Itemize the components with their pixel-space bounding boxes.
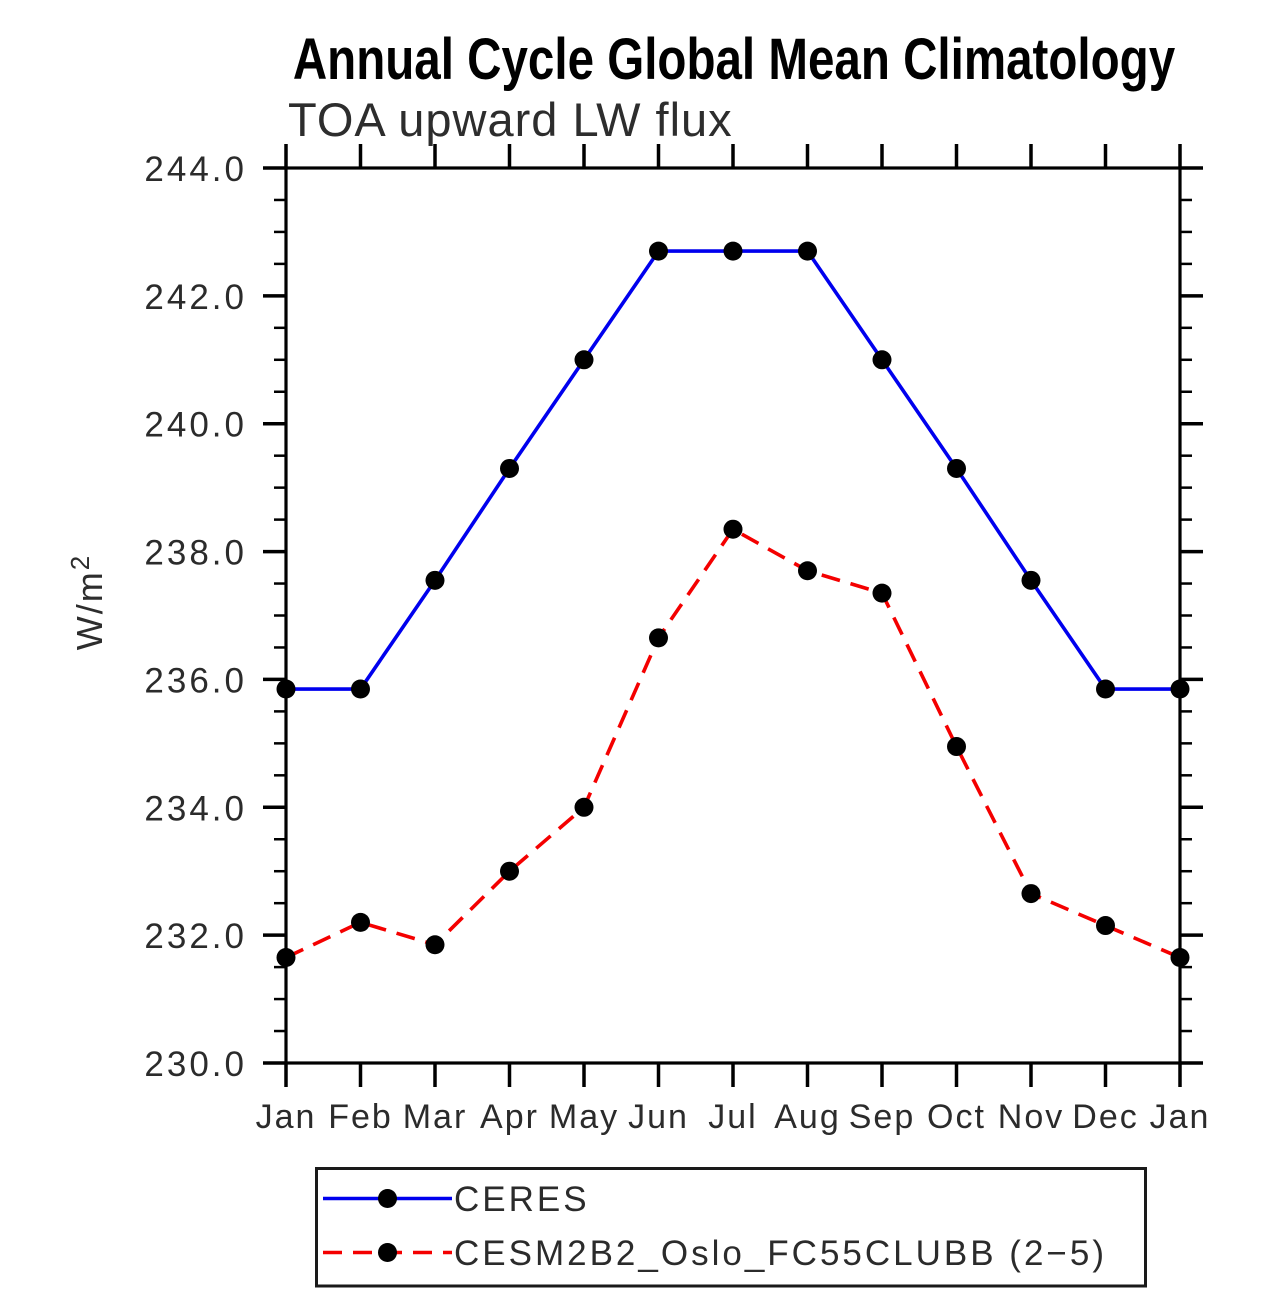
data-point-marker <box>425 570 445 590</box>
legend-label-ceres: CERES <box>454 1180 590 1219</box>
data-point-marker <box>500 458 519 478</box>
series-line-1 <box>285 526 1181 960</box>
x-tick-label: May <box>549 1098 619 1136</box>
data-point-marker <box>649 241 668 261</box>
x-tick-label: Sep <box>849 1098 916 1136</box>
x-tick-label: Mar <box>403 1098 468 1136</box>
y-tick-label: 238.0 <box>144 534 247 573</box>
data-point-marker <box>351 679 370 699</box>
data-point-marker <box>872 583 892 603</box>
data-point-marker <box>1021 570 1041 590</box>
data-point-marker <box>1170 679 1190 699</box>
data-point-marker <box>947 458 966 478</box>
plot-frame <box>284 166 1182 1065</box>
y-axis-title-superscript: 2 <box>65 554 95 570</box>
data-point-marker <box>276 679 296 699</box>
y-axis-title-base: W/m <box>69 570 110 650</box>
data-point-marker <box>872 350 892 370</box>
data-point-marker <box>1096 679 1115 699</box>
data-point-marker <box>1021 884 1041 904</box>
x-tick-label: Jan <box>1150 1098 1211 1136</box>
y-tick-label: 242.0 <box>144 278 247 317</box>
legend: CERES CESM2B2_Oslo_FC55CLUBB (2−5) <box>315 1167 1147 1288</box>
plot-area: 230.0 232.0 234.0 236.0 238.0 240.0 242.0 244.0… <box>144 144 1211 1136</box>
x-tick-label: Aug <box>774 1098 841 1136</box>
x-tick-label: Jan <box>256 1098 317 1136</box>
legend-box <box>315 1167 1147 1288</box>
data-point-marker <box>798 241 817 261</box>
series-line-0 <box>286 249 1180 691</box>
data-point-marker <box>500 861 519 881</box>
legend-marker-cesm2b2 <box>378 1243 397 1262</box>
data-point-marker <box>574 797 594 817</box>
x-tick-label: Oct <box>927 1098 986 1136</box>
data-point-marker <box>425 935 445 955</box>
y-tick-label: 236.0 <box>144 661 247 700</box>
data-point-marker <box>276 948 296 968</box>
y-tick-label: 232.0 <box>144 917 247 956</box>
chart-subtitle: TOA upward LW flux <box>288 93 733 146</box>
x-tick-label: Dec <box>1072 1098 1138 1136</box>
x-tick-label: Apr <box>480 1098 539 1136</box>
data-point-marker <box>574 350 594 370</box>
y-tick-label: 244.0 <box>144 150 247 189</box>
legend-marker-ceres <box>378 1189 397 1208</box>
y-axis-title: W/m2 <box>65 554 110 650</box>
y-tick-label: 234.0 <box>144 789 247 828</box>
legend-label-cesm2b2: CESM2B2_Oslo_FC55CLUBB (2−5) <box>454 1234 1107 1273</box>
data-point-marker <box>723 241 743 261</box>
chart-title: Annual Cycle Global Mean Climatology <box>293 28 1176 93</box>
data-point-marker <box>351 912 370 932</box>
x-tick-label: Jul <box>708 1098 757 1136</box>
x-tick-label: Nov <box>998 1098 1064 1136</box>
y-tick-label: 230.0 <box>144 1045 247 1084</box>
x-tick-label: Feb <box>328 1098 393 1136</box>
y-tick-label: 240.0 <box>144 406 247 445</box>
data-point-marker <box>723 519 743 539</box>
data-point-marker <box>1096 916 1115 936</box>
data-point-marker <box>649 628 668 648</box>
data-point-marker <box>947 737 966 757</box>
data-point-marker <box>1170 948 1190 968</box>
x-tick-label: Jun <box>628 1098 689 1136</box>
data-point-marker <box>798 561 817 581</box>
